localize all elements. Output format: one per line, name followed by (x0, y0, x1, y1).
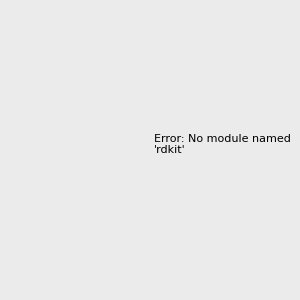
Text: Error: No module named 'rdkit': Error: No module named 'rdkit' (154, 134, 291, 155)
